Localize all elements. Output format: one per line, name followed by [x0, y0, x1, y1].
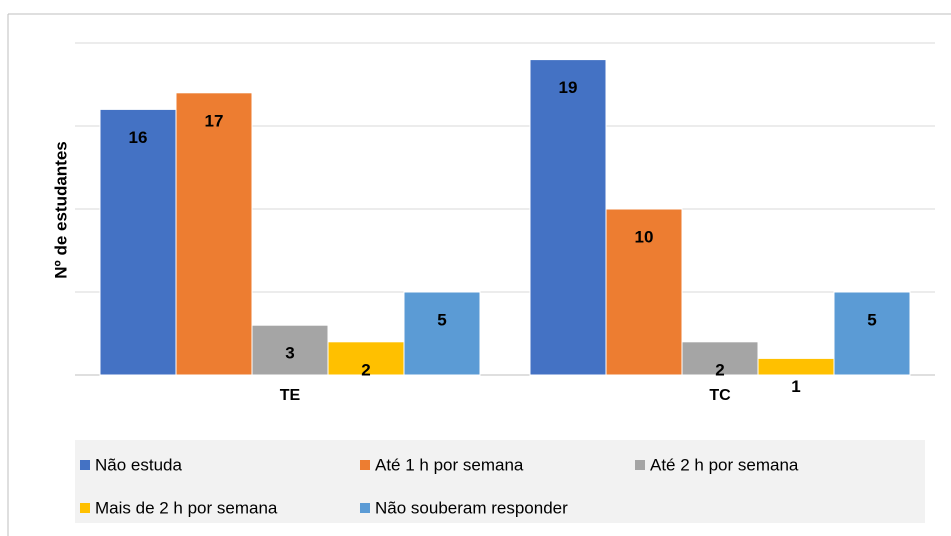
data-label: 16	[129, 128, 148, 147]
data-label: 2	[715, 360, 724, 379]
bar	[403, 291, 481, 376]
data-label: 1	[791, 377, 800, 396]
y-axis-label: Nº de estudantes	[51, 141, 70, 279]
data-label: 10	[635, 227, 654, 246]
legend-label: Mais de 2 h por semana	[95, 498, 278, 517]
legend-swatch	[360, 460, 370, 470]
data-label: 3	[285, 344, 294, 363]
legend-swatch	[80, 503, 90, 513]
legend-label: Não souberam responder	[375, 498, 568, 517]
x-tick-label: TC	[709, 387, 731, 404]
data-label: 17	[205, 111, 224, 130]
legend-swatch	[360, 503, 370, 513]
bar	[833, 291, 911, 376]
legend-label: Não estuda	[95, 455, 182, 474]
legend-label: Até 2 h por semana	[650, 455, 799, 474]
data-label: 5	[867, 310, 876, 329]
legend-swatch	[635, 460, 645, 470]
legend-box	[75, 440, 925, 523]
data-label: 19	[559, 78, 578, 97]
bar	[99, 108, 177, 376]
bar	[327, 341, 405, 376]
legend-label: Até 1 h por semana	[375, 455, 524, 474]
bar	[681, 341, 759, 376]
bar	[529, 59, 607, 376]
bar	[757, 357, 835, 376]
data-label: 5	[437, 310, 446, 329]
x-tick-label: TE	[280, 387, 301, 404]
bar	[605, 208, 683, 376]
data-label: 2	[361, 360, 370, 379]
legend-swatch	[80, 460, 90, 470]
bar	[175, 92, 253, 376]
